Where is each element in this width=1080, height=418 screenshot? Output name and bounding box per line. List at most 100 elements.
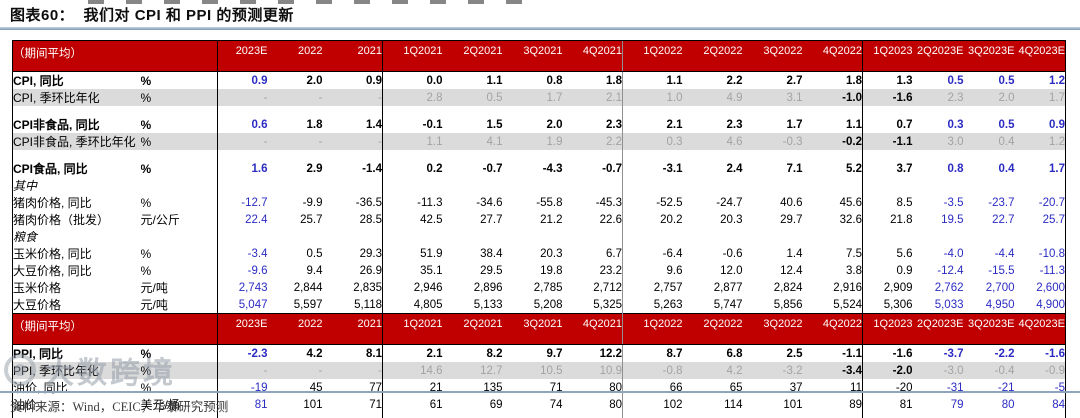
- value-cell: 2.0: [306, 74, 323, 87]
- column-header: 4Q2022: [802, 40, 863, 72]
- column-header: 3Q2023E: [963, 40, 1015, 72]
- column-header: 2Q2023E: [912, 313, 964, 345]
- row-unit: %: [140, 380, 152, 395]
- table-row: 粮食: [13, 228, 1066, 245]
- value-cell: 4,900: [1036, 298, 1065, 311]
- value-cell: 2,700: [985, 281, 1015, 294]
- value-cell: 0.9: [1049, 118, 1065, 131]
- value-cell: 5.6: [862, 245, 913, 262]
- value-cell: -36.5: [355, 196, 382, 209]
- value-cell: -4.4: [994, 247, 1015, 260]
- value-cell: 5,747: [713, 298, 743, 311]
- row-unit: %: [140, 246, 152, 261]
- table-row: 玉米价格, 同比% -3.4 0.5 29.3 51.9 38.4 20.3 6.7 -6.4 -…: [13, 245, 1066, 262]
- row-label: PPI, 同比: [13, 347, 64, 361]
- value-cell: -3.7: [943, 347, 964, 360]
- value-cell: [1015, 150, 1066, 160]
- value-cell: 5,597: [293, 298, 323, 311]
- value-cell: 1.7: [502, 89, 563, 106]
- value-cell: -1.6: [862, 344, 913, 362]
- row-label: PPI, 季环比年化: [12, 362, 141, 379]
- value-cell: 29.5: [480, 264, 503, 277]
- value-cell: 2,824: [773, 281, 803, 294]
- row-unit: [141, 150, 218, 160]
- value-cell: -1.4: [362, 162, 382, 175]
- value-cell: 0.7: [862, 116, 913, 133]
- value-cell: 19.5: [941, 213, 964, 226]
- value-cell: 10.5: [502, 362, 563, 379]
- value-cell: 26.9: [359, 264, 382, 277]
- value-cell: 0.0: [382, 71, 443, 89]
- value-cell: 1.4: [366, 118, 382, 131]
- value-cell: [1015, 177, 1066, 194]
- value-cell: 1.7: [1049, 162, 1065, 175]
- value-cell: [217, 228, 268, 245]
- value-cell: 0.9: [366, 74, 382, 87]
- value-cell: [913, 150, 964, 160]
- value-cell: -19: [217, 379, 268, 396]
- value-cell: -3.0: [912, 362, 964, 379]
- value-cell: -34.6: [476, 196, 503, 209]
- value-cell: -2.0: [862, 362, 913, 379]
- table-row: PPI, 同比% -2.3 4.2 8.1 2.1 8.2 9.7 12.2 8.7 6.8 2.5…: [13, 344, 1066, 362]
- value-cell: 20.2: [622, 211, 683, 228]
- value-cell: [503, 106, 563, 116]
- value-cell: -: [217, 133, 268, 150]
- table-row: [13, 106, 1066, 116]
- value-cell: [268, 177, 323, 194]
- value-cell: 4,950: [985, 298, 1015, 311]
- value-cell: 2,712: [593, 281, 622, 294]
- value-cell: [268, 228, 323, 245]
- value-cell: [862, 228, 913, 245]
- value-cell: 8.2: [486, 347, 503, 360]
- value-cell: 2.5: [786, 347, 803, 360]
- value-cell: 12.7: [442, 362, 503, 379]
- value-cell: -55.8: [536, 196, 563, 209]
- row-unit: %: [140, 161, 152, 176]
- value-cell: 80: [1001, 398, 1015, 411]
- value-cell: [622, 413, 683, 418]
- value-cell: -12.4: [937, 264, 964, 277]
- table-row: 油价 美元/桶 81 101 71 61 69 74 80 102 114 101 89 81 79 80 84: [13, 396, 1066, 413]
- value-cell: 6.7: [606, 247, 622, 260]
- value-cell: [622, 106, 683, 116]
- value-cell: 22.4: [217, 211, 268, 228]
- value-cell: 25.7: [300, 213, 323, 226]
- value-cell: 20.3: [720, 213, 743, 226]
- value-cell: 1.8: [306, 118, 323, 131]
- table-row: 猪肉价格（批发） 元/公斤 22.4 25.7 28.5 42.5 27.7 21.2 22.6…: [13, 211, 1066, 228]
- header-corner-label: （期间平均）: [12, 313, 141, 345]
- value-cell: -0.2: [802, 133, 863, 150]
- value-cell: 84: [1052, 398, 1065, 411]
- value-cell: [323, 106, 383, 116]
- value-cell: 1.3: [862, 71, 913, 89]
- value-cell: -1.6: [1045, 347, 1065, 360]
- table-row: CPI, 季环比年化% - - -2.8 0.5 1.7 2.1 1.0 4.9 3.1 -1.0-…: [12, 89, 1066, 106]
- value-cell: 5,047: [217, 296, 268, 314]
- value-cell: [964, 150, 1015, 160]
- value-cell: 5.2: [846, 162, 862, 175]
- column-header: 1Q2023: [862, 40, 913, 72]
- value-cell: 45.6: [839, 196, 862, 209]
- value-cell: -24.7: [716, 196, 743, 209]
- value-cell: -0.9: [1014, 362, 1066, 379]
- value-cell: 19.8: [540, 264, 563, 277]
- value-cell: -10.8: [1038, 247, 1065, 260]
- value-cell: 28.5: [359, 213, 382, 226]
- value-cell: [503, 177, 563, 194]
- value-cell: 27.7: [480, 213, 503, 226]
- value-cell: [563, 228, 623, 245]
- value-cell: 80: [609, 381, 622, 394]
- value-cell: [382, 150, 443, 160]
- value-cell: [862, 106, 913, 116]
- column-header: 1Q2022: [622, 313, 683, 345]
- title-divider: [0, 27, 1080, 30]
- row-unit: %: [140, 117, 152, 132]
- value-cell: 2.7: [786, 74, 803, 87]
- value-cell: 66: [622, 379, 683, 396]
- row-unit: %: [140, 89, 218, 106]
- value-cell: 4.2: [682, 362, 743, 379]
- column-header: 2021: [322, 313, 383, 345]
- value-cell: 2,896: [473, 281, 503, 294]
- value-cell: [323, 177, 383, 194]
